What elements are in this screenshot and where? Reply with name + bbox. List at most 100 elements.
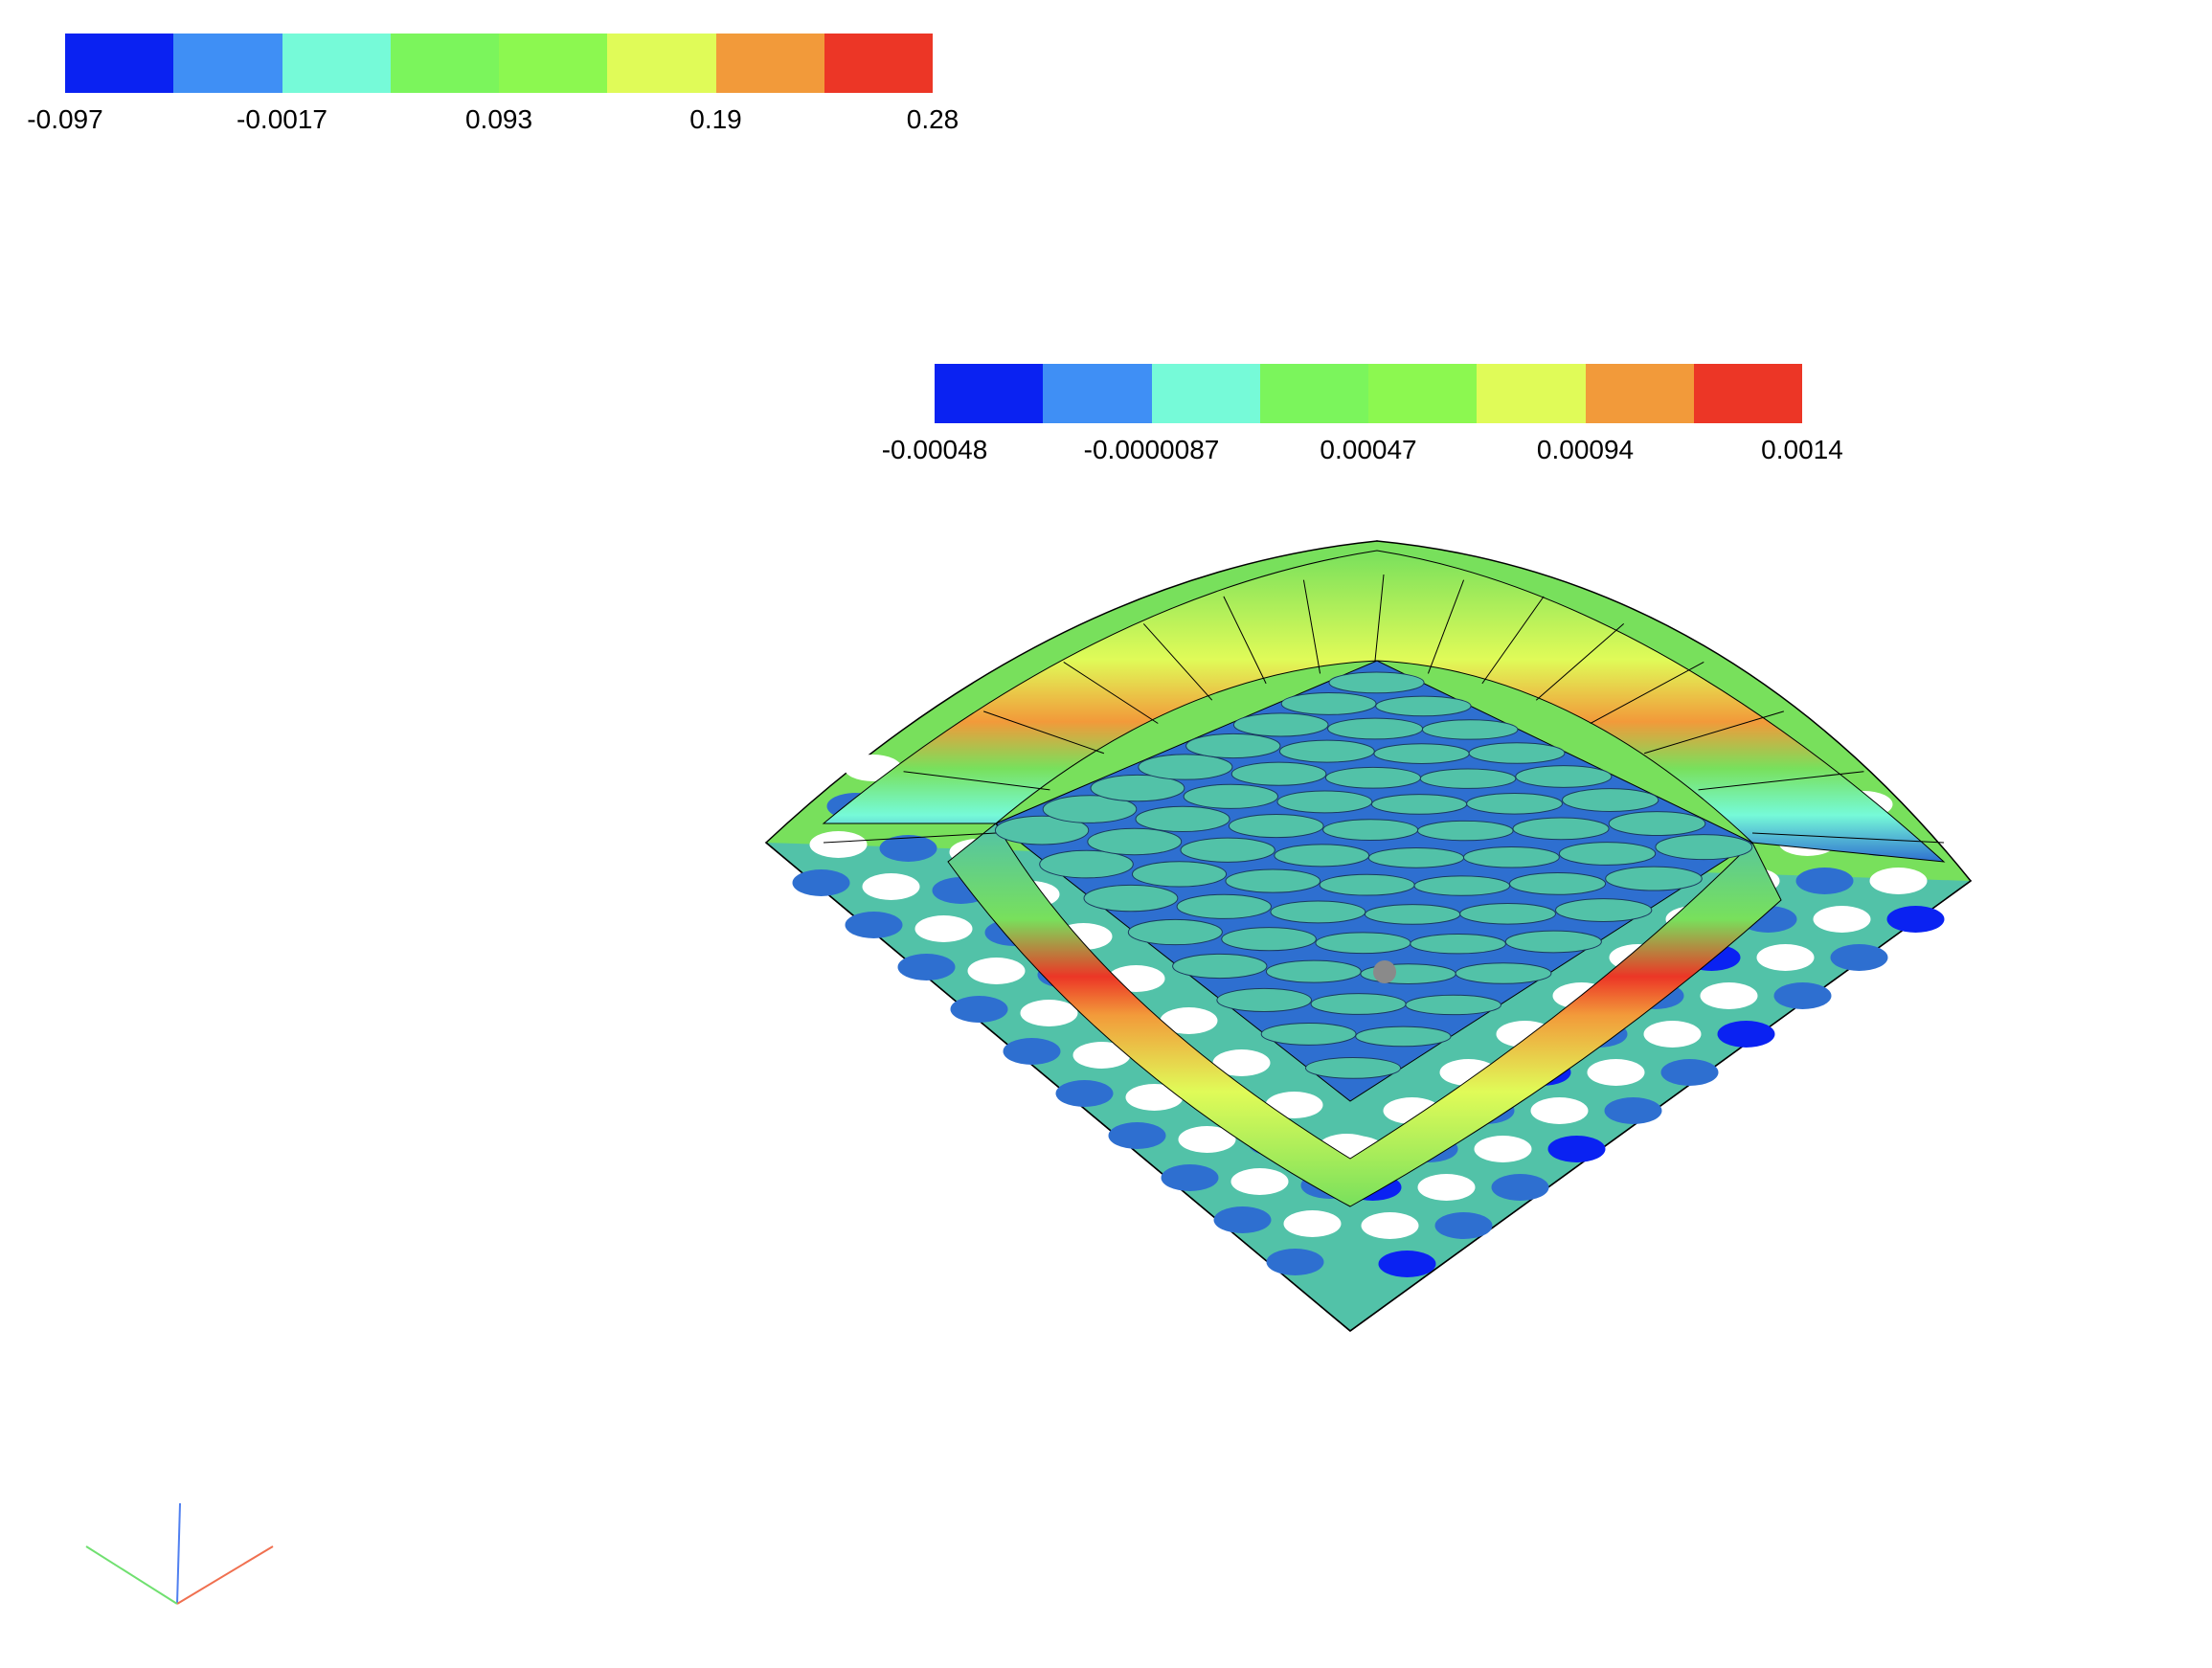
plate-cell bbox=[1176, 893, 1272, 919]
wall-rib bbox=[1643, 710, 1785, 755]
plate-cell bbox=[1183, 783, 1278, 809]
plate-cell bbox=[1355, 1026, 1452, 1048]
colorbar-top: -0.097 -0.0017 0.093 0.19 0.28 bbox=[27, 34, 959, 139]
scallop-right bbox=[1886, 906, 1945, 933]
scallop-right bbox=[1717, 1021, 1775, 1048]
plate-cell bbox=[1280, 691, 1377, 715]
plate-cell bbox=[1135, 805, 1230, 833]
axes-triad bbox=[85, 1502, 274, 1605]
plate-cell bbox=[1230, 761, 1327, 786]
plate-cell bbox=[1508, 872, 1607, 895]
scallop-right bbox=[1756, 944, 1815, 971]
plate-cell bbox=[1421, 719, 1519, 740]
plate-cell bbox=[1319, 873, 1415, 896]
inner-plate bbox=[994, 660, 1754, 1102]
plate-cell bbox=[1322, 819, 1419, 842]
colorbar-mid-segment-3 bbox=[1151, 364, 1260, 423]
scallop-left bbox=[1072, 1042, 1131, 1069]
plate-cell bbox=[1039, 849, 1134, 879]
plate-cell bbox=[1274, 844, 1370, 868]
plate-cell bbox=[1221, 927, 1317, 952]
scallop-right bbox=[1417, 1174, 1476, 1201]
plate-cell bbox=[1459, 903, 1556, 925]
plate-cells bbox=[994, 671, 1753, 1079]
wall-rib bbox=[1373, 574, 1385, 671]
scallop-left bbox=[1283, 1210, 1342, 1237]
plate-cell bbox=[1087, 827, 1183, 856]
front-wall bbox=[947, 823, 1782, 1207]
plate-cell bbox=[1327, 717, 1424, 740]
colorbar-top-segment-3 bbox=[282, 34, 391, 93]
colorbar-top-segment-2 bbox=[173, 34, 282, 93]
plate-cell bbox=[1228, 814, 1324, 839]
y-axis-line bbox=[85, 1545, 178, 1605]
colorbar-mid-segment-1 bbox=[935, 364, 1044, 423]
plate-cell bbox=[1270, 900, 1366, 924]
pick-marker[interactable] bbox=[1373, 960, 1396, 983]
z-axis-line bbox=[176, 1502, 181, 1605]
colorbar-mid-labels: -0.00048 -0.0000087 0.00047 0.00094 0.00… bbox=[882, 435, 1843, 473]
back-wall bbox=[822, 550, 1946, 863]
scallop-right bbox=[1660, 1059, 1719, 1086]
colorbar-top-tick-label: -0.0017 bbox=[237, 104, 327, 134]
plate-cell bbox=[1172, 953, 1268, 980]
plate-cell bbox=[1310, 993, 1407, 1015]
plate-cell bbox=[1405, 994, 1501, 1016]
scallop-left bbox=[1003, 1038, 1061, 1065]
scallop-right bbox=[1830, 944, 1888, 971]
scallop-right bbox=[1795, 868, 1854, 894]
wall-rib bbox=[1751, 832, 1945, 844]
plate-cell bbox=[1605, 866, 1703, 891]
plate-cell bbox=[1278, 739, 1375, 763]
plate-cell bbox=[1304, 1056, 1402, 1079]
colorbar-mid-strip bbox=[935, 364, 1802, 423]
colorbar-top-tick-label: 0.093 bbox=[464, 104, 533, 134]
colorbar-top-segment-7 bbox=[715, 34, 824, 93]
scallop-right bbox=[1587, 1059, 1645, 1086]
colorbar-mid-tick-label: 0.00094 bbox=[1536, 435, 1635, 464]
plate-cell bbox=[1373, 743, 1470, 764]
plate-cell bbox=[1265, 959, 1362, 983]
plate-cell bbox=[1225, 868, 1321, 893]
plate-cell bbox=[1328, 671, 1425, 694]
scallop-right bbox=[1700, 982, 1758, 1009]
plate-cell bbox=[1515, 765, 1613, 788]
scallop-left bbox=[897, 954, 956, 981]
colorbar-top-tick-label: -0.097 bbox=[27, 104, 103, 134]
scallop-left bbox=[1055, 1080, 1114, 1107]
scallop-left bbox=[1213, 1206, 1272, 1233]
scallop-left bbox=[1230, 1168, 1289, 1195]
colorbar-top-segment-4 bbox=[390, 34, 499, 93]
plate-cell bbox=[1131, 861, 1228, 888]
wall-rib bbox=[1590, 661, 1704, 724]
colorbar-top-segment-8 bbox=[824, 34, 933, 93]
plate-cell bbox=[1655, 834, 1753, 861]
plate-cell bbox=[1367, 847, 1465, 868]
colorbar-mid-segment-5 bbox=[1368, 364, 1478, 423]
scallop-left bbox=[914, 915, 973, 942]
wall-rib bbox=[1302, 579, 1321, 674]
plate-cell bbox=[1416, 820, 1514, 842]
colorbar-mid-tick-label: -0.00048 bbox=[881, 435, 988, 464]
scallop-right bbox=[1491, 1174, 1549, 1201]
plate-cell bbox=[1324, 766, 1422, 789]
plate-cell bbox=[1364, 904, 1461, 925]
scallop-right bbox=[1547, 1136, 1606, 1162]
scallop-right bbox=[1378, 1251, 1436, 1277]
plate-cell bbox=[1260, 1022, 1357, 1046]
colorbar-top-labels: -0.097 -0.0017 0.093 0.19 0.28 bbox=[27, 104, 959, 143]
scallop-right bbox=[1643, 1021, 1702, 1048]
wall-rib bbox=[1063, 662, 1159, 724]
scallop-left bbox=[1108, 1122, 1166, 1149]
inner-walls bbox=[822, 550, 1946, 1207]
wall-rib bbox=[1427, 579, 1465, 674]
scallop-left bbox=[1125, 1084, 1184, 1111]
plate-cell bbox=[1276, 790, 1373, 814]
scallop-left bbox=[845, 912, 903, 938]
plate-cell bbox=[1558, 842, 1657, 866]
x-axis-line bbox=[176, 1545, 274, 1605]
colorbar-mid-segment-4 bbox=[1259, 364, 1368, 423]
scallop-left bbox=[1265, 1092, 1323, 1118]
scallop-left bbox=[792, 869, 850, 896]
